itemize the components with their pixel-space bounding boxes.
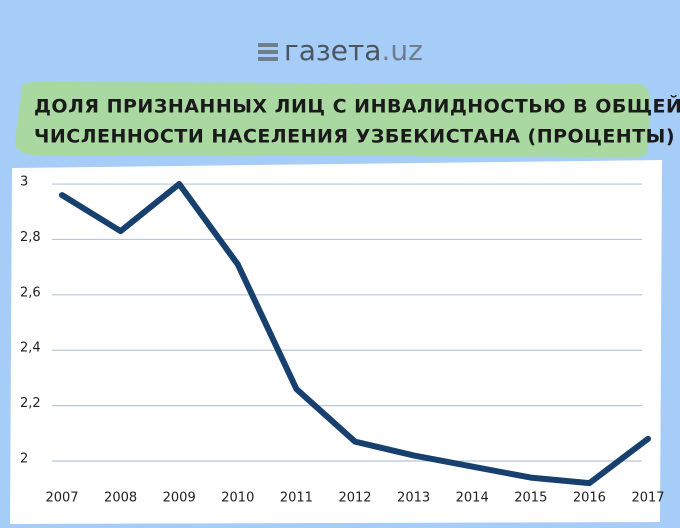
x-tick-label: 2007	[45, 491, 78, 506]
x-tick-label: 2011	[280, 491, 313, 506]
y-tick-label: 2,2	[20, 396, 41, 411]
y-tick-label: 2,6	[20, 285, 41, 300]
x-tick-label: 2015	[514, 491, 547, 506]
y-tick-label: 2,8	[20, 230, 41, 245]
data-line	[59, 181, 651, 487]
brand-name: газета.uz	[284, 34, 423, 67]
x-tick-label: 2014	[456, 491, 489, 506]
x-tick-label: 2016	[573, 491, 606, 506]
title-highlight	[14, 82, 651, 158]
brand-name-text: газета	[284, 34, 381, 67]
brand-domain: .uz	[381, 34, 422, 67]
chart-title: ДОЛЯ ПРИЗНАННЫХ ЛИЦ С ИНВАЛИДНОСТЬЮ В ОБ…	[34, 95, 680, 118]
x-tick-label: 2012	[338, 491, 371, 506]
brand-icon	[258, 43, 278, 61]
chart-title: ЧИСЛЕННОСТИ НАСЕЛЕНИЯ УЗБЕКИСТАНА (ПРОЦЕ…	[34, 126, 675, 148]
y-tick-label: 3	[20, 175, 28, 190]
y-tick-label: 2,4	[20, 341, 41, 356]
x-tick-label: 2009	[163, 491, 196, 506]
x-tick-label: 2010	[221, 491, 254, 506]
x-tick-label: 2017	[631, 491, 664, 506]
plot-panel	[10, 160, 662, 524]
x-tick-label: 2013	[397, 491, 430, 506]
x-tick-label: 2008	[104, 491, 137, 506]
y-tick-label: 2	[20, 451, 28, 466]
